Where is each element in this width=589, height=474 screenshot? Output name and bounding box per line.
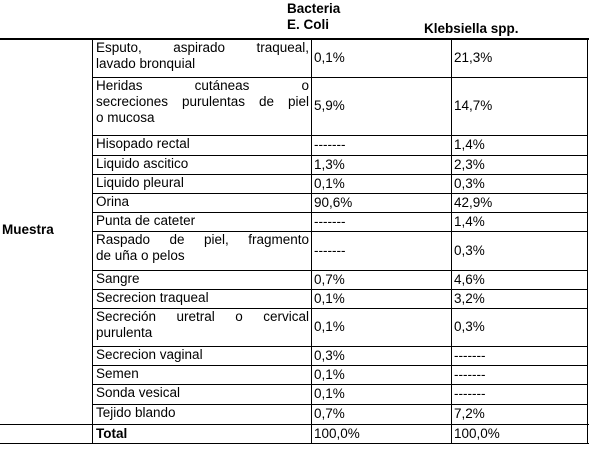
ecoli-value: 90,6% (314, 195, 353, 210)
row-separator (92, 135, 588, 136)
ecoli-value: ------- (314, 243, 346, 258)
sample-name-line: Liquido ascitico (96, 156, 189, 171)
ecoli-value: ------- (314, 137, 346, 152)
sample-name-line: lavado bronquial (96, 56, 196, 71)
sample-name-line: Esputo, aspirado traqueal, (96, 40, 309, 55)
total-label: Total (96, 426, 128, 441)
row-separator (92, 77, 588, 78)
grid-col-right (451, 39, 452, 444)
row-separator (92, 289, 588, 290)
ecoli-value: 1,3% (314, 157, 345, 172)
ecoli-value: 0,1% (314, 50, 345, 65)
row-separator (92, 384, 588, 385)
ecoli-value: 0,3% (314, 348, 345, 363)
klebsiella-value: 4,6% (454, 272, 485, 287)
ecoli-value: 0,1% (314, 367, 345, 382)
row-separator (92, 155, 588, 156)
row-separator (92, 212, 588, 213)
row-separator (92, 365, 588, 366)
sample-name-line: Raspado de piel, fragmento (96, 232, 309, 247)
sample-name-line: de uña o pelos (96, 248, 185, 263)
klebsiella-value: 1,4% (454, 137, 485, 152)
klebsiella-value: 0,3% (454, 243, 485, 258)
sample-name-line: Sonda vesical (96, 385, 181, 400)
sample-name-line: Orina (96, 194, 130, 209)
total-klebsiella: 100,0% (454, 426, 500, 441)
header-ecoli: Bacteria E. Coli (287, 1, 347, 33)
row-separator (92, 270, 588, 271)
klebsiella-value: 1,4% (454, 214, 485, 229)
sample-name-line: Heridas cutáneas o (96, 78, 309, 93)
klebsiella-value: 14,7% (454, 98, 493, 113)
klebsiella-value: 7,2% (454, 406, 485, 421)
grid-col-end (587, 39, 588, 444)
total-top-rule (0, 424, 589, 425)
sample-name-line: purulenta (96, 325, 153, 340)
sample-name-line: Hisopado rectal (96, 136, 190, 151)
sample-name-line: Secrecion traqueal (96, 290, 209, 305)
total-bottom-rule (0, 443, 589, 444)
row-separator (92, 174, 588, 175)
header-ecoli-label: E. Coli (287, 17, 330, 32)
klebsiella-value: 0,3% (454, 176, 485, 191)
total-ecoli: 100,0% (314, 426, 360, 441)
row-separator (92, 231, 588, 232)
klebsiella-value: 21,3% (454, 50, 493, 65)
row-separator (92, 404, 588, 405)
sample-name-line: Secreción uretral o cervical (96, 309, 309, 324)
ecoli-value: 0,7% (314, 272, 345, 287)
sample-name-line: Sangre (96, 271, 140, 286)
grid-col-mid (311, 39, 312, 444)
klebsiella-value: 42,9% (454, 195, 493, 210)
header-rule (0, 38, 589, 40)
sample-name-line: Secrecion vaginal (96, 347, 203, 362)
ecoli-value: 0,1% (314, 319, 345, 334)
grid-col-left (92, 39, 93, 444)
klebsiella-value: 0,3% (454, 319, 485, 334)
row-separator (92, 346, 588, 347)
klebsiella-value: ------- (454, 367, 486, 382)
sample-name-line: o mucosa (96, 110, 155, 125)
header-klebsiella-label: Klebsiella spp. (424, 21, 519, 36)
sample-name-line: Punta de cateter (96, 213, 196, 228)
sample-name-line: Semen (96, 366, 139, 381)
header-bacteria-label: Bacteria (287, 1, 341, 16)
klebsiella-value: ------- (454, 386, 486, 401)
ecoli-value: 5,9% (314, 98, 345, 113)
group-label-muestra: Muestra (2, 222, 54, 237)
ecoli-value: ------- (314, 214, 346, 229)
ecoli-value: 0,7% (314, 406, 345, 421)
ecoli-value: 0,1% (314, 176, 345, 191)
klebsiella-value: 2,3% (454, 157, 485, 172)
sample-name-line: secreciones purulentas de piel (96, 94, 309, 109)
klebsiella-value: ------- (454, 348, 486, 363)
row-separator (92, 193, 588, 194)
klebsiella-value: 3,2% (454, 291, 485, 306)
sample-name-line: Liquido pleural (96, 175, 184, 190)
ecoli-value: 0,1% (314, 386, 345, 401)
row-separator (92, 308, 588, 309)
sample-name-line: Tejido blando (96, 405, 176, 420)
ecoli-value: 0,1% (314, 291, 345, 306)
